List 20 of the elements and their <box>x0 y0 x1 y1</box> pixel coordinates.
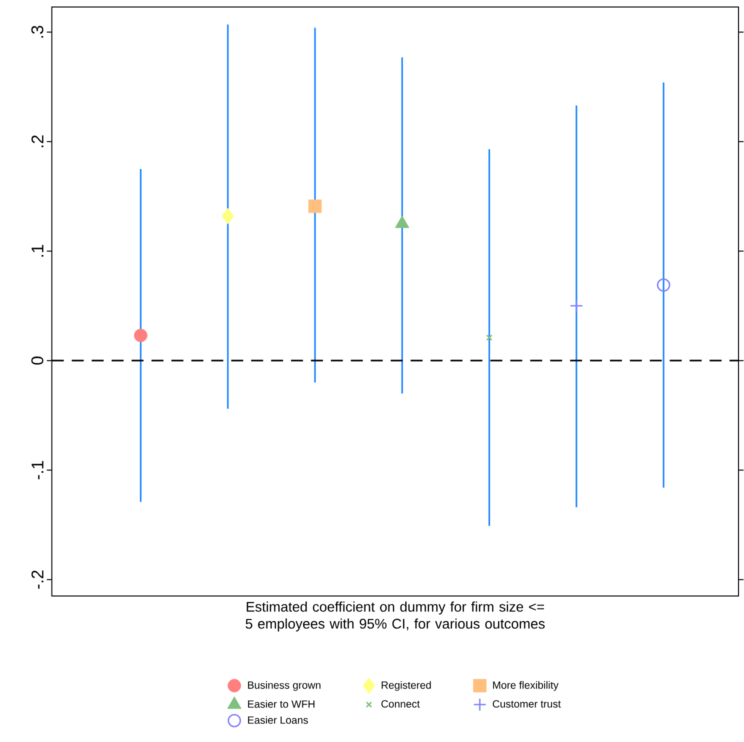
legend-label: Customer trust <box>492 700 561 708</box>
point <box>570 299 584 313</box>
point <box>222 208 234 225</box>
point <box>134 328 148 342</box>
legend-label: Connect <box>381 700 420 708</box>
legend-label: Registered <box>382 681 431 692</box>
point <box>656 278 670 292</box>
y-tick-label: .3 <box>31 26 44 38</box>
legend-label: Easier Loans <box>248 716 308 724</box>
point <box>486 334 492 342</box>
legend-label: More flexibility <box>493 681 559 692</box>
legend-label: Business grown <box>248 681 320 692</box>
y-tick-label: .1 <box>32 245 44 257</box>
point <box>308 200 322 214</box>
y-tick-label: 0 <box>31 356 44 365</box>
y-tick-label: -.1 <box>32 461 44 480</box>
legend-label: Easier to WFH <box>248 700 314 708</box>
x-axis-title: Estimated coefficient on dummy for firm size <= 5 employees with 95% CI, for various outcomes <box>246 602 545 632</box>
y-tick-label: .2 <box>32 136 44 148</box>
y-tick-label: -.2 <box>32 570 44 589</box>
